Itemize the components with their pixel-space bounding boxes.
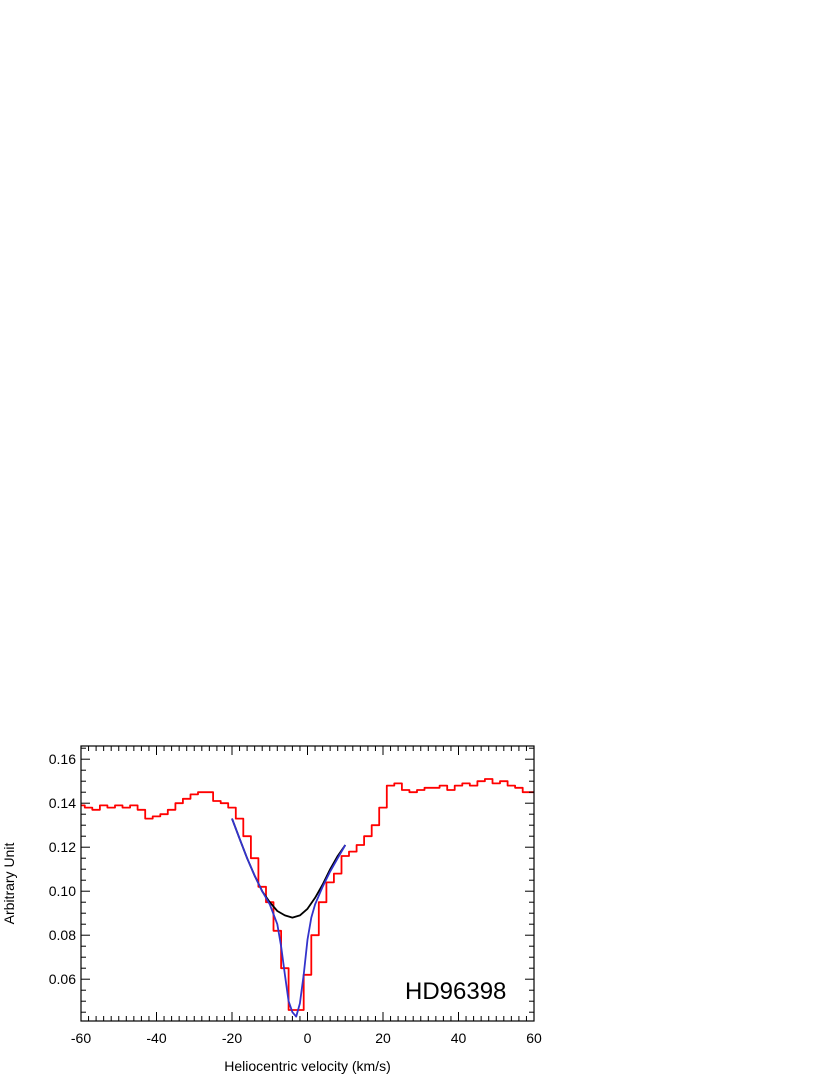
x-tick-label: 0 [304, 1030, 312, 1046]
y-axis-title: Arbitrary Unit [1, 843, 17, 925]
y-tick-label: 0.12 [49, 839, 76, 855]
x-tick-label: -20 [222, 1030, 242, 1046]
star-name-annotation: HD96398 [405, 978, 506, 1005]
tick-labels: -60 -40 -20 0 20 40 60 0.06 0.08 0.10 0.12 0.14 0.16 [49, 751, 542, 1046]
y-tick-label: 0.06 [49, 971, 76, 987]
x-tick-label: 40 [451, 1030, 467, 1046]
x-tick-label: 20 [375, 1030, 391, 1046]
y-tick-label: 0.16 [49, 751, 76, 767]
x-tick-label: -60 [71, 1030, 91, 1046]
x-axis-title: Heliocentric velocity (km/s) [224, 1058, 390, 1074]
x-tick-label: 60 [526, 1030, 542, 1046]
y-tick-label: 0.08 [49, 927, 76, 943]
axis-ticks [80, 746, 535, 1021]
y-tick-label: 0.10 [49, 883, 76, 899]
spectrum-step-line [81, 778, 534, 1011]
y-tick-label: 0.14 [49, 795, 76, 811]
total-fit-line [231, 818, 347, 1018]
broad-fit-line [231, 818, 347, 919]
plot-curves [81, 778, 534, 1018]
x-tick-label: -40 [146, 1030, 166, 1046]
